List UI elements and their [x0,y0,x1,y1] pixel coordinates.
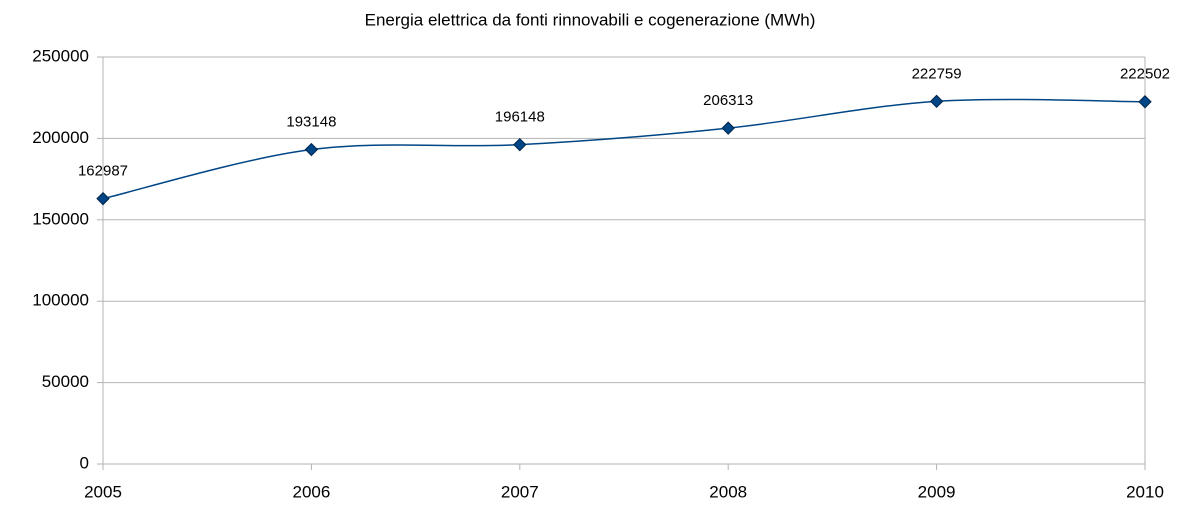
x-tick-label: 2009 [918,482,956,501]
data-marker [1138,95,1152,109]
data-label: 162987 [78,163,128,180]
data-marker [929,94,944,109]
y-tick-label: 0 [80,453,89,472]
chart-title: Energia elettrica da fonti rinnovabili e… [365,10,816,29]
y-tick-label: 250000 [32,46,89,65]
y-tick-label: 150000 [32,209,89,228]
y-tick-label: 100000 [32,291,89,310]
data-label: 206313 [703,92,753,109]
data-label: 196148 [495,109,545,126]
data-label: 222759 [912,65,962,82]
x-tick-label: 2005 [84,482,122,501]
data-marker [721,121,735,135]
data-label: 193148 [286,114,336,131]
y-tick-label: 200000 [32,128,89,147]
data-marker [96,191,110,206]
x-tick-label: 2010 [1126,482,1164,501]
data-marker [304,142,319,157]
data-label: 222502 [1120,66,1170,83]
x-tick-label: 2007 [501,482,539,501]
x-tick-label: 2006 [292,482,330,501]
y-tick-label: 50000 [42,372,89,391]
data-marker [513,137,527,152]
series-line [102,98,1146,200]
x-tick-label: 2008 [709,482,747,501]
